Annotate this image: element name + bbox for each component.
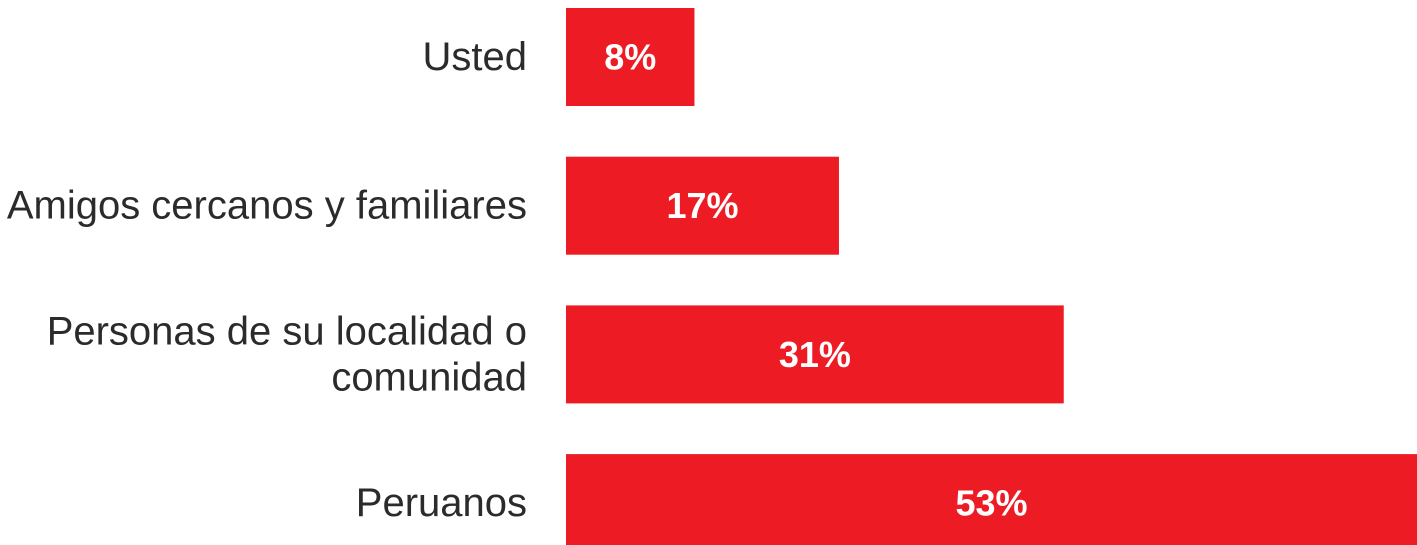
category-label-1: Amigos cercanos y familiares [7,184,527,228]
value-label-2: 31% [779,334,851,375]
category-label-2-line-1: comunidad [331,355,527,399]
category-label-0: Usted [423,35,528,79]
bar-0 [566,8,695,106]
bar-2 [566,305,1064,404]
category-labels-layer: Usted Amigos cercanos y familiares Persona… [7,35,527,525]
bars-layer [566,8,1417,545]
value-label-0: 8% [604,37,656,78]
bar-3 [566,454,1417,545]
value-labels-layer: 8% 17% 31% 53% [604,37,1027,524]
value-label-1: 17% [666,185,738,226]
bar-1 [566,156,839,255]
category-label-3: Peruanos [356,481,527,525]
category-label-2-line-0: Personas de su localidad o [47,309,527,353]
value-label-3: 53% [955,483,1027,524]
